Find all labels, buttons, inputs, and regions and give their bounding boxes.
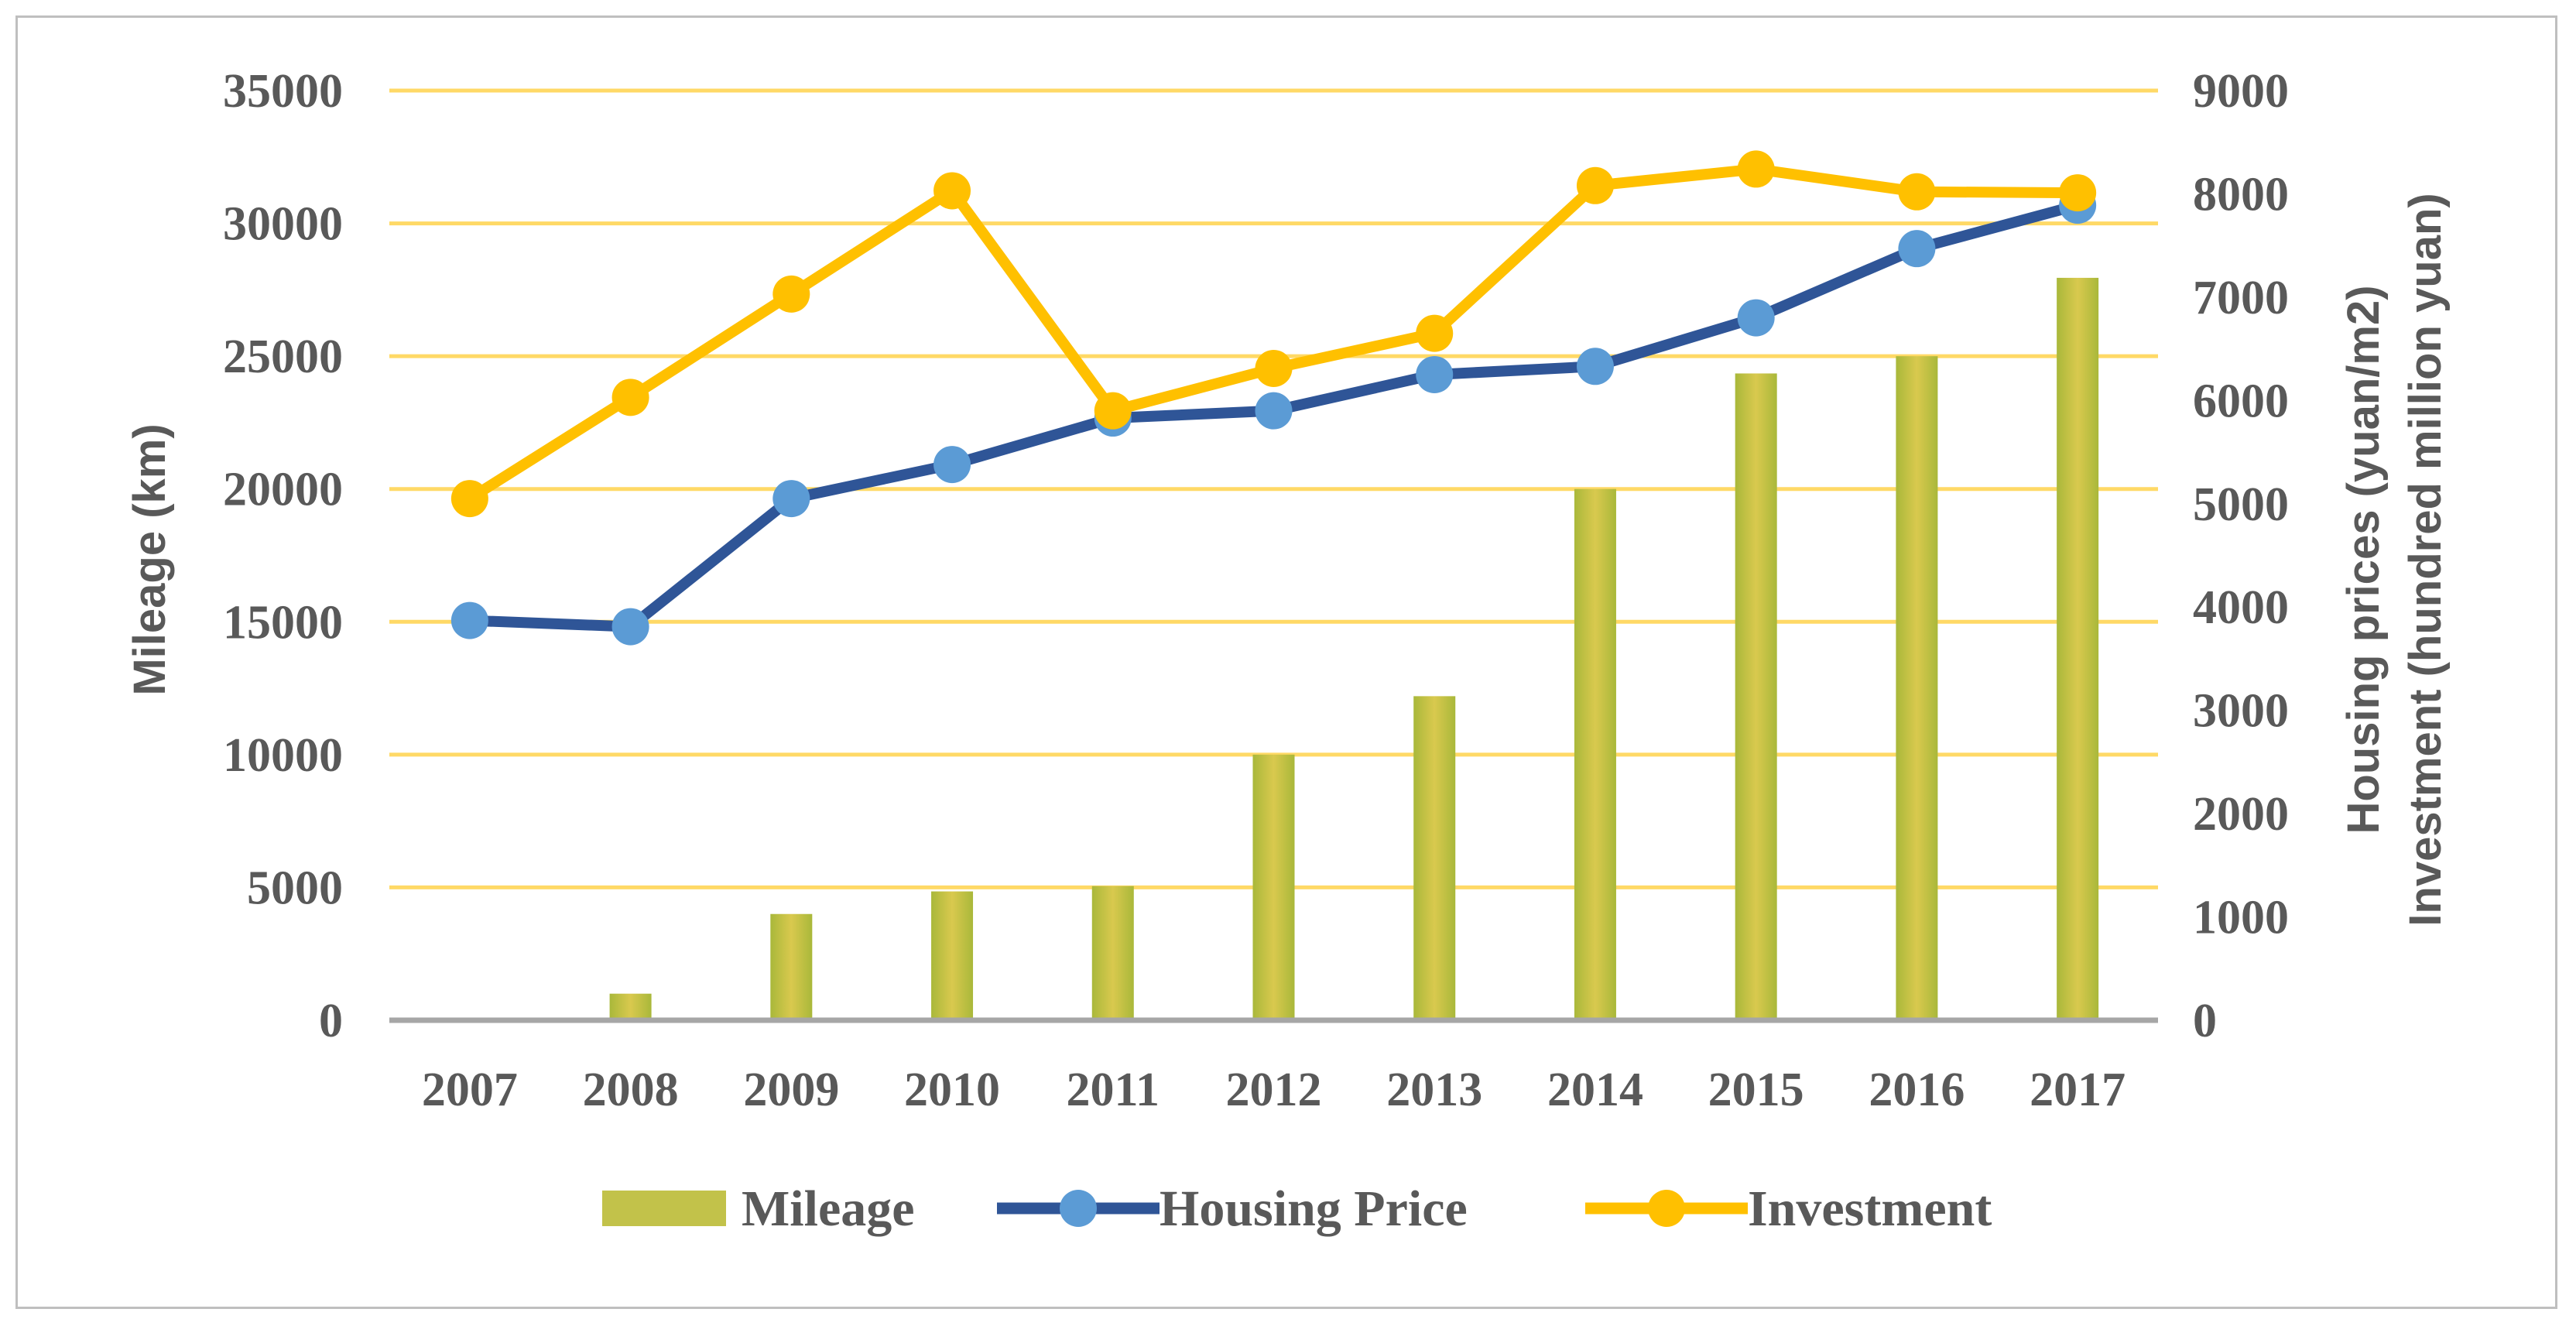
marker-housing-price xyxy=(1255,392,1293,430)
tick-layer: 0 5000 10000 15000 20000 25000 30000 35000 0 1000… xyxy=(223,65,2289,1116)
marker-investment xyxy=(1416,314,1454,352)
x-tick-label: 2015 xyxy=(1708,1064,1804,1116)
y-right-tick-label: 9000 xyxy=(2193,65,2289,118)
marker-housing-price xyxy=(1416,355,1454,393)
marker-investment xyxy=(1255,349,1293,387)
y-left-tick-label: 25000 xyxy=(223,331,343,383)
y-right-tick-label: 0 xyxy=(2193,995,2217,1047)
y-left-tick-label: 0 xyxy=(319,995,343,1047)
y-right-axis-title-line2: Investment (hundred million yuan) xyxy=(2400,193,2451,926)
line-investment xyxy=(464,163,2084,505)
y-right-tick-label: 6000 xyxy=(2193,375,2289,427)
y-right-tick-label: 1000 xyxy=(2193,892,2289,944)
marker-housing-price xyxy=(1576,348,1614,385)
marker-housing-price xyxy=(611,608,649,646)
marker-investment xyxy=(1576,166,1614,204)
y-right-axis-title-line1: Housing prices (yuan/m2) xyxy=(2338,285,2389,834)
legend-label-investment: Investment xyxy=(1748,1180,1992,1237)
legend-swatch-mileage xyxy=(602,1191,726,1226)
bar-mileage xyxy=(1574,488,1616,1020)
marker-investment xyxy=(450,480,488,518)
marker-housing-price xyxy=(772,480,810,518)
x-tick-label: 2010 xyxy=(904,1064,1000,1116)
y-right-tick-label: 7000 xyxy=(2193,272,2289,324)
x-tick-label: 2011 xyxy=(1066,1064,1160,1116)
x-tick-label: 2014 xyxy=(1547,1064,1643,1116)
y-left-tick-label: 10000 xyxy=(223,729,343,782)
marker-housing-price xyxy=(1737,299,1775,337)
bar-mileage xyxy=(1735,373,1777,1020)
x-tick-label: 2013 xyxy=(1386,1064,1482,1116)
chart-svg: 0 5000 10000 15000 20000 25000 30000 35000 0 1000… xyxy=(125,65,2451,1237)
y-right-tick-label: 4000 xyxy=(2193,581,2289,634)
marker-investment xyxy=(933,172,971,210)
legend-label-housing-price: Housing Price xyxy=(1160,1180,1468,1237)
marker-investment xyxy=(1898,173,1936,211)
x-tick-label: 2016 xyxy=(1869,1064,1965,1116)
legend: Mileage Housing Price Investment xyxy=(602,1180,1992,1237)
bar-mileage xyxy=(1252,754,1295,1020)
bar-mileage xyxy=(2057,277,2099,1020)
legend-label-mileage: Mileage xyxy=(742,1180,915,1237)
y-left-tick-label: 35000 xyxy=(223,65,343,118)
x-tick-label: 2007 xyxy=(422,1064,518,1116)
bar-mileage xyxy=(1896,356,1938,1021)
y-right-tick-label: 5000 xyxy=(2193,478,2289,531)
y-left-tick-label: 15000 xyxy=(223,596,343,649)
bar-mileage xyxy=(609,993,652,1020)
y-left-tick-label: 5000 xyxy=(247,862,343,914)
x-tick-label: 2012 xyxy=(1226,1064,1322,1116)
marker-investment xyxy=(2059,174,2097,212)
marker-housing-price xyxy=(450,601,488,639)
marker-investment xyxy=(1094,392,1132,430)
marker-investment xyxy=(611,379,649,416)
marker-housing-price xyxy=(933,446,971,484)
y-right-tick-label: 3000 xyxy=(2193,685,2289,738)
x-tick-label: 2017 xyxy=(2030,1064,2126,1116)
chart-frame: 0 5000 10000 15000 20000 25000 30000 35000 0 1000… xyxy=(15,15,2557,1309)
bar-layer xyxy=(609,277,2099,1021)
line-layer xyxy=(450,150,2097,646)
y-left-axis-title: Mileage (km) xyxy=(125,423,175,695)
bar-mileage xyxy=(1413,696,1456,1020)
x-tick-label: 2008 xyxy=(583,1064,679,1116)
y-left-tick-label: 20000 xyxy=(223,464,343,516)
marker-investment xyxy=(1737,150,1775,188)
legend-marker-investment xyxy=(1648,1190,1685,1227)
bar-mileage xyxy=(1091,886,1134,1020)
marker-investment xyxy=(772,275,810,313)
bar-mileage xyxy=(770,913,813,1020)
y-right-tick-label: 2000 xyxy=(2193,788,2289,841)
marker-housing-price xyxy=(1898,230,1936,268)
y-left-tick-label: 30000 xyxy=(223,198,343,251)
x-tick-label: 2009 xyxy=(743,1064,839,1116)
legend-marker-housing-price xyxy=(1060,1190,1097,1227)
y-right-tick-label: 8000 xyxy=(2193,168,2289,221)
bar-mileage xyxy=(931,891,974,1020)
